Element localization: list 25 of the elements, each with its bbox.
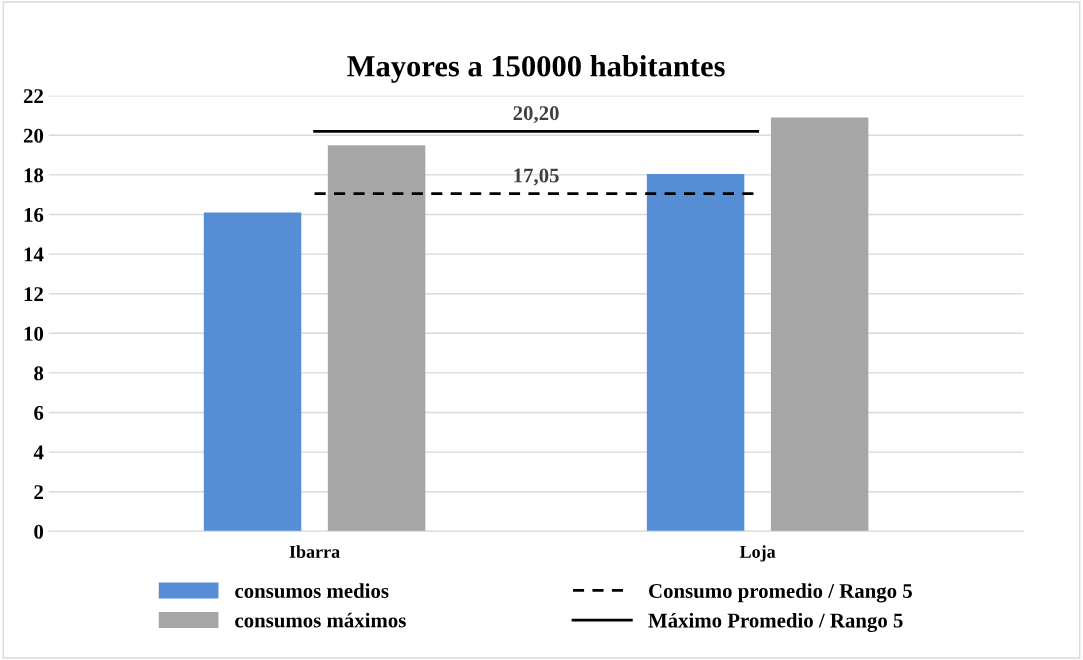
y-tick-label: 2 [34,485,43,499]
y-tick-label: 0 [34,524,44,539]
bar [327,145,426,532]
bar [203,212,302,532]
legend-label: consumos medios [235,583,389,599]
y-tick-label: 4 [33,445,44,460]
annotation: 17,05 [514,168,559,186]
annotation: 20,20 [513,106,559,124]
y-tick-label: 12 [24,287,43,301]
legend-label: consumos máximos [235,612,406,628]
y-tick-label: 22 [23,89,43,103]
bar [646,173,745,532]
legend-label: Máximo Promedio / Rango 5 [648,612,903,632]
x-tick-label: Ibarra [289,545,340,558]
chart-title: Mayores a 150000 habitantes [347,55,725,83]
bar [770,117,869,532]
y-tick-label: 6 [34,405,44,420]
x-tick-label: Loja [739,545,776,562]
y-tick-label: 14 [24,247,44,262]
y-tick-label: 18 [24,168,44,183]
y-tick-label: 16 [24,207,44,222]
y-tick-label: 8 [34,366,44,381]
y-tick-label: 20 [23,128,44,143]
legend-label: Consumo promedio / Rango 5 [649,583,912,603]
y-tick-label: 10 [24,326,44,341]
